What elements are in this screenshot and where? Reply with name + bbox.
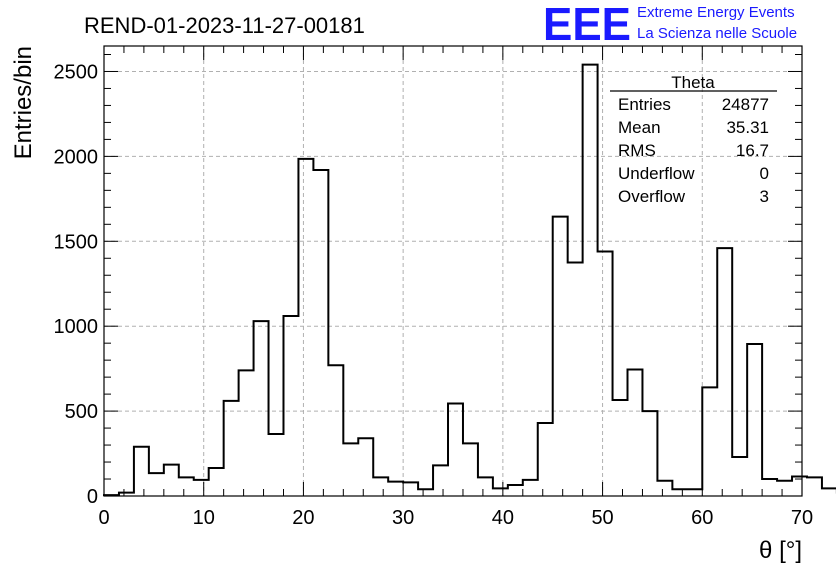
x-tick-label: 40 xyxy=(492,507,514,529)
y-tick-label: 2000 xyxy=(54,146,99,168)
x-tick-label: 0 xyxy=(98,507,109,529)
logo-line-1: Extreme Energy Events xyxy=(637,4,795,21)
y-tick-label: 1500 xyxy=(54,231,99,253)
stats-value-rms: 16.7 xyxy=(736,141,769,160)
stats-label-rms: RMS xyxy=(618,141,656,160)
eee-logo: EEE Extreme Energy Events La Scienza nel… xyxy=(543,0,797,50)
x-tick-label: 30 xyxy=(392,507,414,529)
y-tick-label: 2500 xyxy=(54,61,99,83)
y-axis-label: Entries/bin xyxy=(10,46,37,159)
x-tick-label: 50 xyxy=(591,507,613,529)
x-tick-label: 70 xyxy=(791,507,813,529)
stats-value-entries: 24877 xyxy=(722,95,769,114)
stats-label-overflow: Overflow xyxy=(618,187,686,206)
stats-title: Theta xyxy=(671,73,715,92)
y-tick-label: 500 xyxy=(65,401,98,423)
stats-value-overflow: 3 xyxy=(760,187,769,206)
stats-value-underflow: 0 xyxy=(760,164,769,183)
x-tick-label: 60 xyxy=(691,507,713,529)
logo-mark: EEE xyxy=(543,0,631,50)
axis-ticks xyxy=(103,46,803,497)
x-axis-label: θ [°] xyxy=(759,537,802,564)
histogram-outline xyxy=(103,63,836,497)
plot-title: REND-01-2023-11-27-00181 xyxy=(84,13,365,38)
x-tick-label: 10 xyxy=(193,507,215,529)
grid-lines xyxy=(104,46,802,496)
x-tick-label: 20 xyxy=(292,507,314,529)
stats-label-entries: Entries xyxy=(618,95,671,114)
logo-line-2: La Scienza nelle Scuole xyxy=(637,25,797,42)
stats-value-mean: 35.31 xyxy=(726,118,769,137)
y-tick-label: 1000 xyxy=(54,316,99,338)
plot-frame xyxy=(103,45,803,497)
stats-label-mean: Mean xyxy=(618,118,661,137)
stats-label-underflow: Underflow xyxy=(618,164,695,183)
stats-box: Theta Entries 24877 Mean 35.31 RMS 16.7 … xyxy=(610,73,777,206)
y-tick-label: 0 xyxy=(87,486,98,508)
